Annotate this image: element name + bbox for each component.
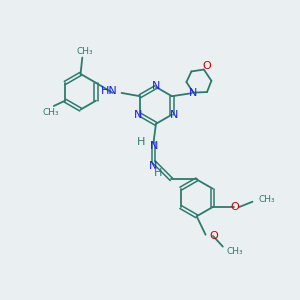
Text: O: O — [202, 61, 211, 71]
Text: O: O — [231, 202, 240, 212]
Text: O: O — [209, 231, 218, 241]
Text: H: H — [137, 137, 145, 147]
Text: N: N — [189, 88, 197, 98]
Text: CH₃: CH₃ — [76, 46, 93, 56]
Text: N: N — [169, 110, 178, 120]
Text: N: N — [134, 110, 142, 120]
Text: CH₃: CH₃ — [43, 108, 59, 117]
Text: HN: HN — [100, 85, 117, 96]
Text: H: H — [154, 168, 162, 178]
Text: CH₃: CH₃ — [227, 247, 244, 256]
Text: N: N — [149, 161, 157, 171]
Text: N: N — [150, 141, 158, 152]
Text: CH₃: CH₃ — [258, 195, 275, 204]
Text: N: N — [152, 81, 160, 91]
